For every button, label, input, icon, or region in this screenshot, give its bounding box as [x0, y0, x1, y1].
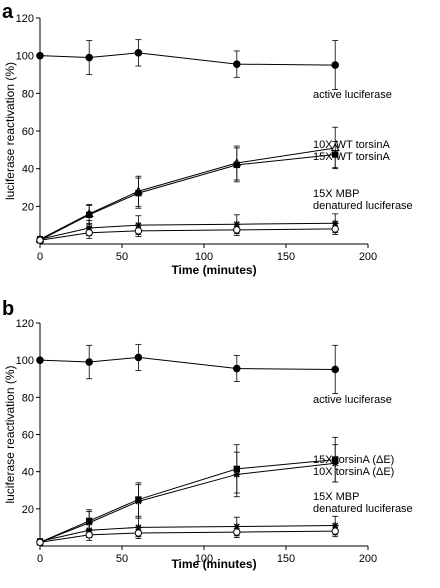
x-tick-label: 50 [116, 251, 128, 263]
x-tick-label: 150 [277, 553, 295, 565]
data-point [134, 227, 143, 235]
series-label: 15X WT torsinA [313, 151, 390, 163]
series-line [39, 154, 336, 241]
x-tick-label: 200 [359, 553, 377, 565]
data-point [233, 60, 241, 68]
data-point [36, 51, 44, 60]
y-tick-label: 20 [22, 504, 34, 516]
panel-letter: b [2, 298, 14, 320]
series-label: denatured luciferase [313, 503, 413, 515]
series-line [39, 459, 336, 543]
data-point [36, 236, 44, 244]
data-point [135, 498, 142, 505]
data-point [134, 353, 143, 362]
series-line [39, 147, 336, 240]
y-tick-label: 100 [16, 51, 34, 63]
x-tick-label: 100 [195, 553, 213, 565]
series-4: denatured luciferase [36, 503, 413, 546]
x-tick-label: 0 [37, 251, 43, 263]
y-tick-label: 60 [22, 126, 34, 138]
panel-b: b 20 40 60 80 100 120 0 50 100 150 200 Time (minutes… [2, 298, 413, 571]
data-point [233, 364, 241, 373]
data-point [86, 211, 93, 219]
y-tick-label: 40 [22, 164, 34, 176]
y-tick-label: 120 [16, 13, 34, 25]
y-axis-label: luciferase reactivation (%) [3, 365, 17, 503]
data-point [85, 531, 93, 539]
series-0: active luciferase [36, 343, 392, 406]
series-label: 15X MBP [313, 188, 359, 200]
panel-a: a 20 40 60 80 100 120 0 50 100 150 200 Time (minutes… [2, 1, 413, 277]
data-point [332, 151, 339, 158]
series-3: 15X MBP [36, 188, 359, 243]
series-line [39, 228, 336, 241]
series-label: 10X torsinA (ΔE) [313, 466, 394, 478]
series-line [39, 222, 336, 240]
y-tick-label: 80 [22, 88, 34, 100]
data-point [233, 161, 240, 169]
y-tick-label: 60 [22, 430, 34, 442]
series-line [39, 530, 336, 543]
series-label: 10X WT torsinA [313, 139, 390, 151]
data-point [331, 365, 340, 374]
y-tick-label: 100 [16, 355, 34, 367]
y-tick-label: 120 [16, 318, 34, 330]
data-point [331, 527, 339, 535]
data-point [233, 471, 241, 478]
series-label: active luciferase [313, 394, 392, 406]
data-point [135, 189, 142, 197]
y-tick-label: 40 [22, 467, 34, 479]
data-point [36, 356, 44, 364]
x-axis-label: Time (minutes) [171, 263, 256, 277]
series-line [39, 52, 336, 66]
series-line [39, 356, 336, 370]
data-point [331, 61, 340, 69]
data-point [85, 53, 93, 62]
x-axis-label: Time (minutes) [171, 557, 256, 571]
x-tick-label: 100 [195, 251, 213, 263]
series-label: denatured luciferase [313, 200, 413, 212]
data-point [331, 225, 339, 233]
x-tick-label: 50 [116, 553, 128, 565]
y-tick-label: 20 [22, 201, 34, 213]
series-0: active luciferase [36, 39, 392, 101]
y-tick-label: 80 [22, 392, 34, 404]
series-label: active luciferase [313, 89, 392, 101]
series-label: 15X MBP [313, 491, 359, 503]
x-tick-label: 200 [359, 251, 377, 263]
data-point [36, 538, 44, 546]
data-point [85, 229, 93, 237]
data-point [85, 358, 93, 366]
data-point [331, 459, 339, 467]
panel-letter: a [2, 1, 14, 23]
y-axis-label: luciferase reactivation (%) [3, 62, 17, 200]
series-line [39, 525, 336, 542]
data-point [233, 226, 241, 234]
data-point [134, 529, 143, 537]
data-point [134, 49, 143, 57]
x-tick-label: 0 [37, 553, 43, 565]
series-3: 15X MBP [36, 491, 359, 545]
series-line [39, 462, 336, 543]
x-tick-label: 150 [277, 251, 295, 263]
series-4: denatured luciferase [36, 200, 413, 244]
data-point [233, 528, 241, 536]
